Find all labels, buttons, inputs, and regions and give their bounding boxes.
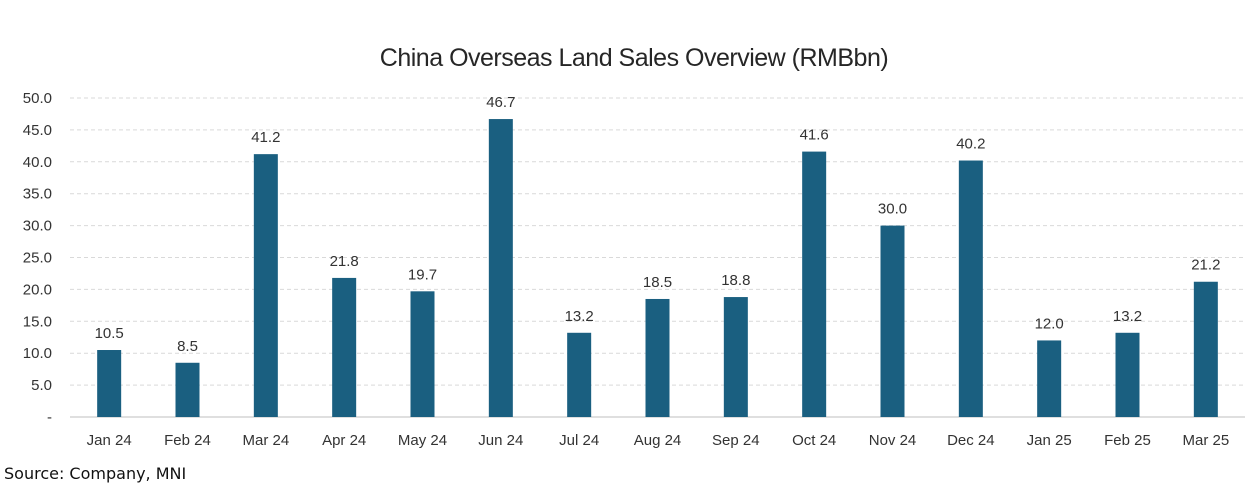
x-tick-label: Mar 25 bbox=[1182, 432, 1229, 449]
y-tick-label: 45.0 bbox=[23, 122, 52, 139]
y-tick-label: 50.0 bbox=[23, 90, 52, 107]
y-axis-ticks: - 5.0 10.0 15.0 20.0 25.0 30.0 35.0 40.0 45.0 50.0 bbox=[23, 90, 52, 426]
data-label: 21.2 bbox=[1191, 257, 1220, 274]
x-tick-label: Aug 24 bbox=[634, 432, 682, 449]
data-label: 30.0 bbox=[878, 201, 907, 218]
data-label: 13.2 bbox=[1113, 308, 1142, 325]
data-label: 10.5 bbox=[95, 325, 124, 342]
data-label: 21.8 bbox=[330, 253, 359, 270]
bar-feb-25 bbox=[1115, 332, 1140, 417]
bar-oct-24 bbox=[802, 151, 827, 418]
x-tick-label: Sep 24 bbox=[712, 432, 760, 449]
bar-apr-24 bbox=[332, 277, 357, 417]
x-axis-ticks: Jan 24 Feb 24 Mar 24 Apr 24 May 24 Jun 24 Jul … bbox=[87, 432, 1230, 449]
x-tick-label: Jul 24 bbox=[559, 432, 599, 449]
data-labels: 10.5 8.5 41.2 21.8 19.7 46.7 13.2 18.5 18.8 41.6 3… bbox=[95, 94, 1221, 355]
bar-jan-25 bbox=[1037, 340, 1062, 417]
data-label: 13.2 bbox=[565, 308, 594, 325]
bar-sep-24 bbox=[723, 297, 748, 417]
x-tick-label: Feb 24 bbox=[164, 432, 211, 449]
data-label: 18.5 bbox=[643, 274, 672, 291]
bar-mar-25 bbox=[1193, 281, 1218, 417]
y-tick-label: 35.0 bbox=[23, 186, 52, 203]
x-tick-label: May 24 bbox=[398, 432, 447, 449]
y-tick-label: 5.0 bbox=[31, 377, 52, 394]
x-tick-label: Dec 24 bbox=[947, 432, 995, 449]
x-tick-label: Feb 25 bbox=[1104, 432, 1151, 449]
y-tick-label: 40.0 bbox=[23, 154, 52, 171]
y-tick-label: 15.0 bbox=[23, 313, 52, 330]
x-tick-label: Jan 24 bbox=[87, 432, 132, 449]
data-label: 41.2 bbox=[251, 129, 280, 146]
bar-may-24 bbox=[410, 291, 435, 417]
y-tick-label: 10.0 bbox=[23, 345, 52, 362]
bar-nov-24 bbox=[880, 225, 905, 417]
data-label: 8.5 bbox=[177, 338, 198, 355]
x-tick-label: Jan 25 bbox=[1027, 432, 1072, 449]
x-tick-label: Jun 24 bbox=[478, 432, 523, 449]
bar-jan-24 bbox=[97, 350, 122, 417]
y-tick-label: 25.0 bbox=[23, 250, 52, 267]
data-label: 46.7 bbox=[486, 94, 515, 111]
source-note: Source: Company, MNI bbox=[4, 464, 187, 483]
bar-aug-24 bbox=[645, 298, 670, 417]
data-label: 12.0 bbox=[1035, 315, 1064, 332]
y-tick-label: - bbox=[47, 409, 52, 426]
bar-dec-24 bbox=[958, 160, 983, 418]
data-label: 19.7 bbox=[408, 266, 437, 283]
x-tick-label: Nov 24 bbox=[869, 432, 917, 449]
x-tick-label: Oct 24 bbox=[792, 432, 836, 449]
bar-mar-24 bbox=[253, 154, 278, 418]
data-label: 18.8 bbox=[721, 272, 750, 289]
data-label: 40.2 bbox=[956, 136, 985, 153]
bar-jul-24 bbox=[567, 332, 592, 417]
y-tick-label: 30.0 bbox=[23, 218, 52, 235]
chart-title: China Overseas Land Sales Overview (RMBb… bbox=[380, 44, 888, 72]
y-tick-label: 20.0 bbox=[23, 281, 52, 298]
x-tick-label: Mar 24 bbox=[242, 432, 289, 449]
bar-series bbox=[97, 119, 1218, 418]
bar-jun-24 bbox=[488, 119, 513, 417]
data-label: 41.6 bbox=[800, 127, 829, 144]
bar-feb-24 bbox=[175, 362, 200, 417]
x-tick-label: Apr 24 bbox=[322, 432, 366, 449]
